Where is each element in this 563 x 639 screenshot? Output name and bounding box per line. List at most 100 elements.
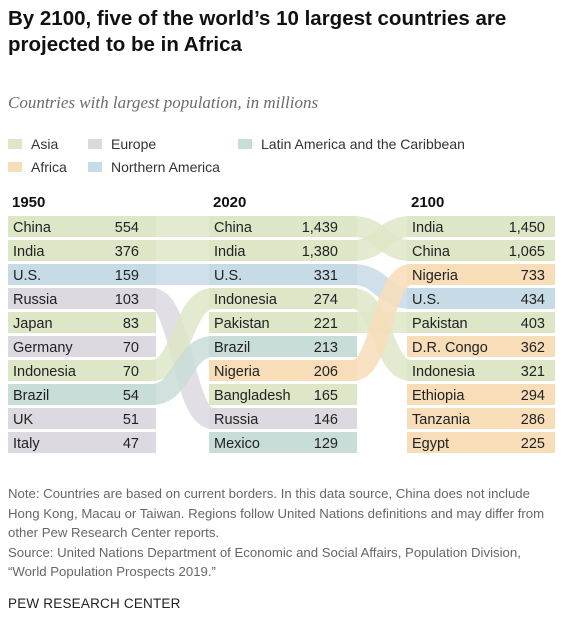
value-label-1950-japan: 83 xyxy=(123,316,139,332)
country-label-2100-d-r-congo: D.R. Congo xyxy=(412,340,488,356)
value-label-2020-pakistan: 221 xyxy=(314,316,338,332)
country-label-2020-nigeria: Nigeria xyxy=(214,364,261,380)
row-bar-2020-nigeria xyxy=(209,360,357,381)
legend-item-asia: Asia xyxy=(8,136,58,152)
legend-label-africa: Africa xyxy=(31,159,67,175)
flow-india-2020-2100 xyxy=(352,216,412,261)
value-label-1950-russia: 103 xyxy=(115,292,139,308)
country-label-1950-indonesia: Indonesia xyxy=(13,364,77,380)
row-bar-2100-china xyxy=(407,240,555,261)
chart-subtitle: Countries with largest population, in mi… xyxy=(8,93,319,112)
column-header-2020: 2020 xyxy=(213,194,246,211)
country-label-2100-india: India xyxy=(412,220,444,236)
legend-item-europe: Europe xyxy=(88,136,156,152)
country-label-2020-mexico: Mexico xyxy=(214,436,260,452)
note-text: Note: Countries are based on current bor… xyxy=(8,486,545,541)
country-label-1950-russia: Russia xyxy=(13,292,58,308)
country-label-2100-pakistan: Pakistan xyxy=(412,316,468,332)
legend-swatch-latam xyxy=(238,139,252,149)
value-label-1950-indonesia: 70 xyxy=(123,364,139,380)
row-bar-1950-japan xyxy=(8,312,156,333)
rank-labels: 1950 China 554 India 376 U.S. 159 Russia 103 Japa… xyxy=(12,194,545,452)
value-label-2100-u-s: 434 xyxy=(521,292,545,308)
value-label-2020-nigeria: 206 xyxy=(314,364,338,380)
legend-item-latam: Latin America and the Caribbean xyxy=(238,136,465,152)
value-label-2020-bangladesh: 165 xyxy=(314,388,338,404)
country-label-2020-bangladesh: Bangladesh xyxy=(214,388,291,404)
country-label-2020-u-s: U.S. xyxy=(214,268,242,284)
row-bar-1950-india xyxy=(8,240,156,261)
flow-nigeria-2020-2100 xyxy=(350,264,414,381)
row-bar-2020-brazil xyxy=(209,336,357,357)
value-label-2100-pakistan: 403 xyxy=(521,316,545,332)
row-bar-2100-nigeria xyxy=(407,264,555,285)
value-label-2020-russia: 146 xyxy=(314,412,338,428)
row-bar-2020-russia xyxy=(209,408,357,429)
row-bar-1950-russia xyxy=(8,288,156,309)
row-bar-2100-india xyxy=(407,216,555,237)
country-label-1950-india: India xyxy=(13,244,45,260)
row-bar-2020-indonesia xyxy=(209,288,357,309)
country-label-2100-china: China xyxy=(412,244,451,260)
country-label-1950-uk: UK xyxy=(13,412,33,428)
value-label-2100-nigeria: 733 xyxy=(521,268,545,284)
row-bar-2020-pakistan xyxy=(209,312,357,333)
row-bar-1950-germany xyxy=(8,336,156,357)
value-label-2100-india: 1,450 xyxy=(509,220,545,236)
legend-label-europe: Europe xyxy=(111,136,157,152)
row-bar-1950-indonesia xyxy=(8,360,156,381)
value-label-1950-u-s: 159 xyxy=(115,268,139,284)
country-label-2020-pakistan: Pakistan xyxy=(214,316,270,332)
country-label-1950-u-s: U.S. xyxy=(13,268,41,284)
row-bar-2020-china xyxy=(209,216,357,237)
country-label-2100-indonesia: Indonesia xyxy=(412,364,476,380)
legend-item-africa: Africa xyxy=(8,159,67,175)
legend-label-asia: Asia xyxy=(31,136,59,152)
value-label-2100-china: 1,065 xyxy=(509,244,545,260)
rank-table-chart: 1950 China 554 India 376 U.S. 159 Russia 103 Japa… xyxy=(8,194,555,453)
value-label-2020-mexico: 129 xyxy=(314,436,338,452)
value-label-1950-china: 554 xyxy=(115,220,139,236)
country-label-2020-india: India xyxy=(214,244,246,260)
country-label-2020-russia: Russia xyxy=(214,412,259,428)
country-label-2100-u-s: U.S. xyxy=(412,292,440,308)
row-bar-2100-ethiopia xyxy=(407,384,555,405)
legend-swatch-africa xyxy=(8,162,22,172)
country-label-2100-tanzania: Tanzania xyxy=(412,412,471,428)
legend-swatch-namerica xyxy=(88,162,102,172)
legend-item-namerica: Northern America xyxy=(88,159,220,175)
value-label-2020-india: 1,380 xyxy=(302,244,338,260)
source-text: Source: United Nations Department of Eco… xyxy=(8,544,521,580)
value-label-1950-brazil: 54 xyxy=(123,388,139,404)
country-label-1950-italy: Italy xyxy=(13,436,40,452)
legend-swatch-asia xyxy=(8,139,22,149)
column-header-1950: 1950 xyxy=(12,194,45,211)
value-label-2100-tanzania: 286 xyxy=(521,412,545,428)
country-label-1950-china: China xyxy=(13,220,52,236)
row-bar-1950-italy xyxy=(8,432,156,453)
column-header-2100: 2100 xyxy=(411,194,444,211)
value-label-2020-indonesia: 274 xyxy=(314,292,338,308)
country-label-2100-ethiopia: Ethiopia xyxy=(412,388,465,404)
flow-indonesia-1950-2020 xyxy=(149,288,216,381)
row-bar-2100-tanzania xyxy=(407,408,555,429)
row-bar-1950-u-s xyxy=(8,264,156,285)
row-bar-2100-indonesia xyxy=(407,360,555,381)
country-label-2100-nigeria: Nigeria xyxy=(412,268,459,284)
value-label-1950-india: 376 xyxy=(115,244,139,260)
country-label-2100-egypt: Egypt xyxy=(412,436,449,452)
rank-rows xyxy=(8,216,555,453)
row-bar-2020-bangladesh xyxy=(209,384,357,405)
row-bar-1950-china xyxy=(8,216,156,237)
chart-title: By 2100, five of the world’s 10 largest … xyxy=(8,7,507,56)
value-label-2100-indonesia: 321 xyxy=(521,364,545,380)
value-label-2020-brazil: 213 xyxy=(314,340,338,356)
flow-u-s-2020-2100 xyxy=(352,264,412,309)
row-bar-2100-pakistan xyxy=(407,312,555,333)
rank-flows xyxy=(149,216,414,429)
row-bar-2020-mexico xyxy=(209,432,357,453)
row-bar-2100-d-r-congo xyxy=(407,336,555,357)
value-label-1950-italy: 47 xyxy=(123,436,139,452)
value-label-1950-uk: 51 xyxy=(123,412,139,428)
value-label-2020-china: 1,439 xyxy=(302,220,338,236)
